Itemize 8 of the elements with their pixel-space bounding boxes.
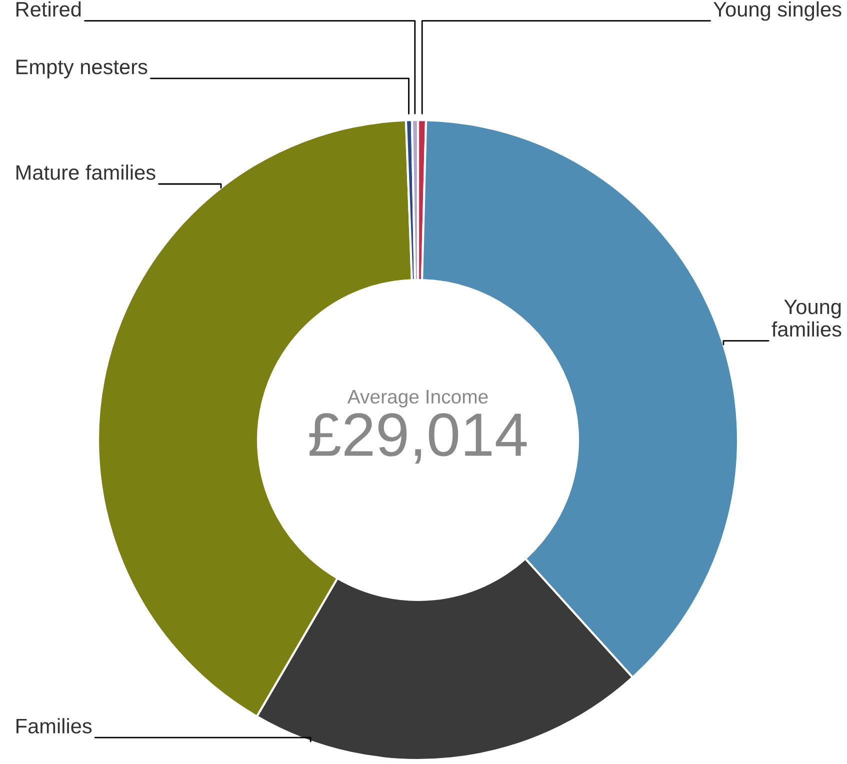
- slice-label: Mature families: [16, 164, 156, 180]
- slice-label: Retired: [16, 1, 81, 17]
- text: Average Income: [347, 390, 488, 408]
- slice-label: Empty nesters: [16, 60, 148, 78]
- text: £29,014: [309, 413, 527, 464]
- slice-label: Families: [16, 718, 92, 734]
- slice-label: Young families: [772, 300, 842, 337]
- slice-label: Young singles: [713, 1, 842, 21]
